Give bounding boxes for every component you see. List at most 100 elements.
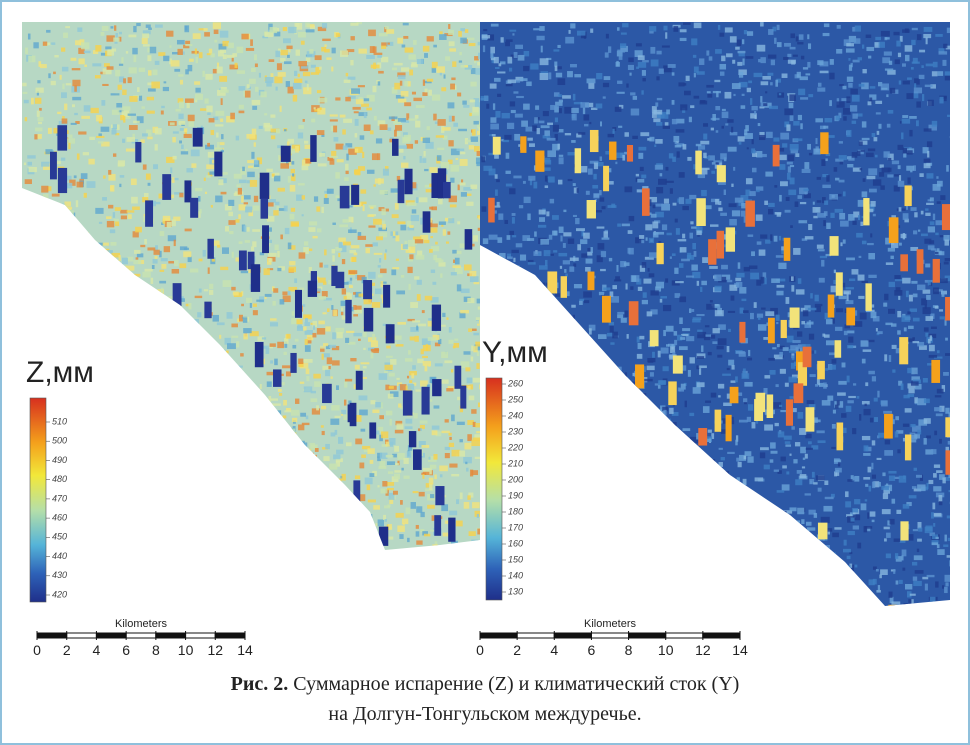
texture xyxy=(567,563,573,566)
texture xyxy=(628,519,635,523)
texture xyxy=(273,288,278,293)
texture xyxy=(586,191,590,195)
texture xyxy=(467,495,470,500)
texture xyxy=(675,219,678,223)
texture xyxy=(572,114,577,121)
texture xyxy=(676,119,684,124)
texture xyxy=(621,318,627,323)
texture xyxy=(572,361,578,364)
texture xyxy=(330,376,332,378)
texture xyxy=(207,548,213,553)
texture xyxy=(332,360,340,365)
texture xyxy=(344,381,347,387)
texture xyxy=(114,379,120,386)
texture xyxy=(252,241,256,247)
texture xyxy=(153,164,158,169)
texture xyxy=(170,122,175,125)
texture xyxy=(25,179,32,184)
texture xyxy=(785,444,791,446)
texture xyxy=(728,311,735,313)
texture xyxy=(567,424,574,427)
texture xyxy=(725,512,731,514)
texture xyxy=(271,398,278,400)
texture xyxy=(877,458,882,460)
texture xyxy=(429,167,437,173)
texture xyxy=(268,253,277,257)
texture xyxy=(190,269,198,273)
texture xyxy=(378,466,386,469)
texture xyxy=(349,285,353,288)
texture xyxy=(599,497,602,499)
texture xyxy=(484,266,487,268)
texture xyxy=(733,590,736,596)
texture xyxy=(191,163,196,167)
texture xyxy=(355,149,358,153)
texture xyxy=(916,101,921,107)
texture xyxy=(490,124,499,130)
texture xyxy=(296,50,300,56)
texture xyxy=(290,185,296,192)
texture xyxy=(104,528,109,530)
texture xyxy=(282,466,290,469)
texture xyxy=(119,184,121,187)
texture xyxy=(61,323,69,328)
texture xyxy=(349,270,358,274)
texture xyxy=(233,292,239,296)
texture xyxy=(267,463,272,468)
texture xyxy=(711,477,716,483)
texture xyxy=(735,47,740,50)
texture xyxy=(888,309,895,314)
texture xyxy=(327,308,329,312)
field-block xyxy=(121,428,130,455)
texture xyxy=(600,197,605,201)
texture xyxy=(738,599,742,603)
texture xyxy=(205,425,207,428)
texture xyxy=(277,268,281,271)
texture xyxy=(711,171,715,174)
texture xyxy=(683,548,687,555)
texture xyxy=(649,137,654,142)
texture xyxy=(841,569,843,574)
texture xyxy=(135,337,142,344)
texture xyxy=(698,174,705,178)
texture xyxy=(228,220,235,225)
texture xyxy=(23,202,30,206)
texture xyxy=(938,71,944,76)
texture xyxy=(293,95,297,102)
texture xyxy=(168,496,177,499)
texture xyxy=(552,231,558,236)
texture xyxy=(205,74,212,80)
texture xyxy=(292,311,295,315)
texture xyxy=(178,475,180,477)
texture xyxy=(606,504,610,508)
texture xyxy=(741,602,747,606)
texture xyxy=(842,362,846,367)
texture xyxy=(823,220,826,226)
texture xyxy=(885,37,890,39)
texture xyxy=(236,546,243,552)
texture xyxy=(238,188,242,195)
texture xyxy=(555,293,560,297)
texture xyxy=(398,99,406,103)
texture xyxy=(179,140,182,143)
field-block xyxy=(409,431,416,447)
texture xyxy=(137,335,139,341)
texture xyxy=(929,355,937,358)
texture xyxy=(160,231,165,236)
texture xyxy=(909,534,914,541)
texture xyxy=(305,23,310,28)
texture xyxy=(177,40,185,45)
texture xyxy=(787,54,791,57)
texture xyxy=(147,97,154,101)
texture xyxy=(372,302,380,308)
texture xyxy=(903,504,909,509)
texture xyxy=(449,443,454,447)
texture xyxy=(457,93,461,97)
texture xyxy=(739,53,745,56)
texture xyxy=(430,228,437,233)
texture xyxy=(286,334,290,339)
texture xyxy=(162,519,168,523)
texture xyxy=(251,246,254,251)
texture xyxy=(433,454,437,460)
texture xyxy=(146,386,151,390)
